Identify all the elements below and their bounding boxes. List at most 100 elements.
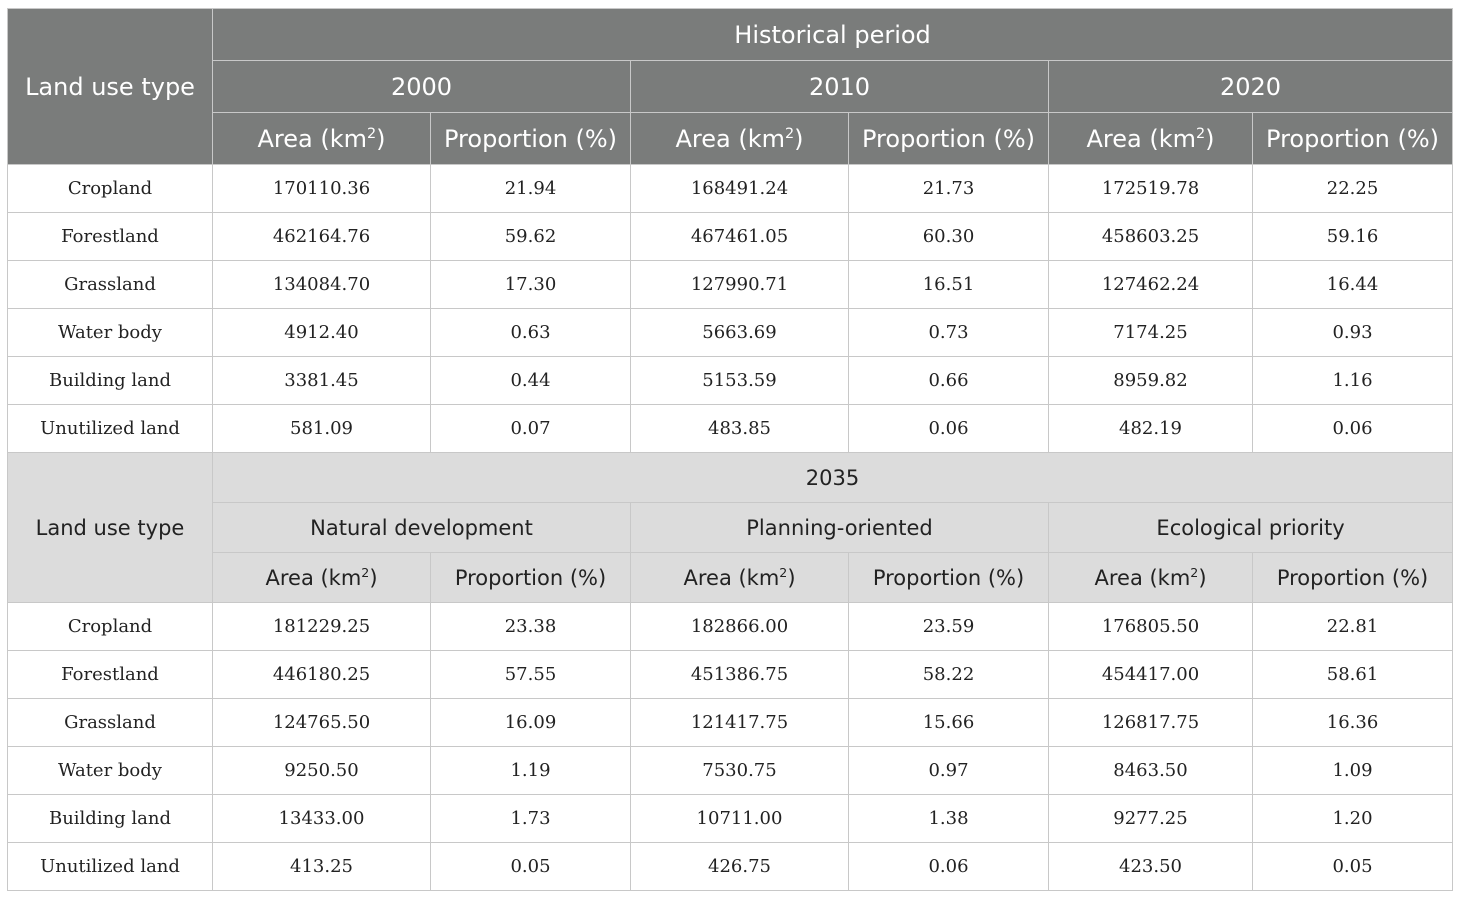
future-header-row-3: Area (km2) Proportion (%) Area (km2) Propor… xyxy=(8,552,1454,603)
proportion-value-cell: 0.97 xyxy=(848,746,1049,795)
proportion-value-cell: 0.06 xyxy=(848,842,1049,891)
area-column-header: Area (km2) xyxy=(212,552,431,603)
area-value-cell: 5663.69 xyxy=(630,308,849,357)
area-value-cell: 172519.78 xyxy=(1048,164,1253,213)
proportion-value-cell: 59.16 xyxy=(1251,212,1454,261)
area-value-cell: 423.50 xyxy=(1048,842,1253,891)
year-header: 2020 xyxy=(1047,60,1454,113)
land-use-type-cell: Forestland xyxy=(7,650,213,699)
area-label-close: ) xyxy=(787,565,796,590)
land-use-type-header: Land use type xyxy=(7,8,213,165)
area-column-header: Area (km2) xyxy=(1048,552,1253,603)
land-use-type-cell: Cropland xyxy=(7,602,213,651)
area-label-text: Area (km xyxy=(675,124,785,153)
area-label-close: ) xyxy=(1198,565,1207,590)
area-label-close: ) xyxy=(794,124,804,153)
historical-header-row-1: Land use type Historical period xyxy=(7,8,1454,165)
area-column-header: Area (km2) xyxy=(630,552,849,603)
land-use-type-cell: Water body xyxy=(7,308,213,357)
area-label-text: Area (km xyxy=(683,565,780,590)
table-row: Unutilized land 413.25 0.05 426.75 0.06 423.5… xyxy=(7,842,1454,891)
table-row: Building land 13433.00 1.73 10711.00 1.38 927… xyxy=(7,794,1454,843)
area-unit-superscript: 2 xyxy=(1190,564,1199,580)
proportion-column-header: Proportion (%) xyxy=(1251,552,1454,603)
area-value-cell: 168491.24 xyxy=(630,164,849,213)
land-use-type-cell: Water body xyxy=(7,746,213,795)
area-label-text: Area (km xyxy=(1094,565,1191,590)
proportion-value-cell: 1.16 xyxy=(1251,356,1454,405)
area-value-cell: 467461.05 xyxy=(630,212,849,261)
proportion-value-cell: 59.62 xyxy=(430,212,631,261)
proportion-value-cell: 17.30 xyxy=(430,260,631,309)
area-value-cell: 7530.75 xyxy=(630,746,849,795)
proportion-column-header: Proportion (%) xyxy=(848,552,1049,603)
proportion-value-cell: 21.73 xyxy=(848,164,1049,213)
area-value-cell: 13433.00 xyxy=(212,794,431,843)
land-use-type-cell: Building land xyxy=(7,356,213,405)
table-row: Forestland 446180.25 57.55 451386.75 58.22 45… xyxy=(7,650,1454,699)
area-value-cell: 176805.50 xyxy=(1048,602,1253,651)
area-value-cell: 8463.50 xyxy=(1048,746,1253,795)
area-value-cell: 446180.25 xyxy=(212,650,431,699)
area-column-header: Area (km2) xyxy=(212,112,431,165)
area-value-cell: 426.75 xyxy=(630,842,849,891)
area-value-cell: 482.19 xyxy=(1048,404,1253,453)
future-header-row-2: Natural development Planning-oriented Ecol… xyxy=(8,502,1454,553)
area-value-cell: 458603.25 xyxy=(1048,212,1253,261)
proportion-value-cell: 0.05 xyxy=(1251,842,1454,891)
proportion-value-cell: 0.06 xyxy=(848,404,1049,453)
scenario-header: Natural development xyxy=(212,502,631,553)
area-value-cell: 581.09 xyxy=(212,404,431,453)
area-column-header: Area (km2) xyxy=(1048,112,1253,165)
year-header: 2010 xyxy=(630,60,1049,113)
table-row: Grassland 124765.50 16.09 121417.75 15.66 126… xyxy=(7,698,1454,747)
land-use-type-cell: Cropland xyxy=(7,164,213,213)
proportion-value-cell: 21.94 xyxy=(430,164,631,213)
area-unit-superscript: 2 xyxy=(1195,125,1206,142)
proportion-value-cell: 0.73 xyxy=(848,308,1049,357)
table-row: Water body 4912.40 0.63 5663.69 0.73 7174.25 0… xyxy=(7,308,1454,357)
area-value-cell: 9250.50 xyxy=(212,746,431,795)
area-label-text: Area (km xyxy=(265,565,362,590)
table-row: Building land 3381.45 0.44 5153.59 0.66 8959.… xyxy=(7,356,1454,405)
proportion-value-cell: 23.38 xyxy=(430,602,631,651)
proportion-value-cell: 0.07 xyxy=(430,404,631,453)
proportion-value-cell: 1.19 xyxy=(430,746,631,795)
proportion-value-cell: 60.30 xyxy=(848,212,1049,261)
proportion-value-cell: 0.93 xyxy=(1251,308,1454,357)
land-use-type-header: Land use type xyxy=(7,452,213,603)
historical-group-title: Historical period xyxy=(211,8,1454,61)
proportion-value-cell: 22.25 xyxy=(1251,164,1454,213)
proportion-value-cell: 58.22 xyxy=(848,650,1049,699)
area-value-cell: 121417.75 xyxy=(630,698,849,747)
scenario-header: Planning-oriented xyxy=(630,502,1049,553)
proportion-value-cell: 0.06 xyxy=(1251,404,1454,453)
area-value-cell: 462164.76 xyxy=(212,212,431,261)
area-value-cell: 8959.82 xyxy=(1048,356,1253,405)
proportion-value-cell: 0.44 xyxy=(430,356,631,405)
table-row: Grassland 134084.70 17.30 127990.71 16.51 127… xyxy=(7,260,1454,309)
area-value-cell: 3381.45 xyxy=(212,356,431,405)
table-row: Cropland 181229.25 23.38 182866.00 23.59 1768… xyxy=(7,602,1454,651)
area-value-cell: 182866.00 xyxy=(630,602,849,651)
proportion-value-cell: 1.38 xyxy=(848,794,1049,843)
area-value-cell: 483.85 xyxy=(630,404,849,453)
proportion-value-cell: 1.09 xyxy=(1251,746,1454,795)
area-column-header: Area (km2) xyxy=(630,112,849,165)
proportion-value-cell: 16.44 xyxy=(1251,260,1454,309)
proportion-value-cell: 0.63 xyxy=(430,308,631,357)
area-value-cell: 5153.59 xyxy=(630,356,849,405)
area-value-cell: 127990.71 xyxy=(630,260,849,309)
year-header: 2000 xyxy=(212,60,631,113)
proportion-value-cell: 1.73 xyxy=(430,794,631,843)
land-use-table: Land use type Historical period 2000 2010 20… xyxy=(7,8,1454,891)
proportion-value-cell: 16.09 xyxy=(430,698,631,747)
proportion-value-cell: 0.05 xyxy=(430,842,631,891)
scenario-header: Ecological priority xyxy=(1047,502,1454,553)
area-label-close: ) xyxy=(376,124,386,153)
proportion-value-cell: 23.59 xyxy=(848,602,1049,651)
proportion-value-cell: 16.36 xyxy=(1251,698,1454,747)
area-value-cell: 124765.50 xyxy=(212,698,431,747)
area-value-cell: 127462.24 xyxy=(1048,260,1253,309)
table-row: Forestland 462164.76 59.62 467461.05 60.30 45… xyxy=(7,212,1454,261)
